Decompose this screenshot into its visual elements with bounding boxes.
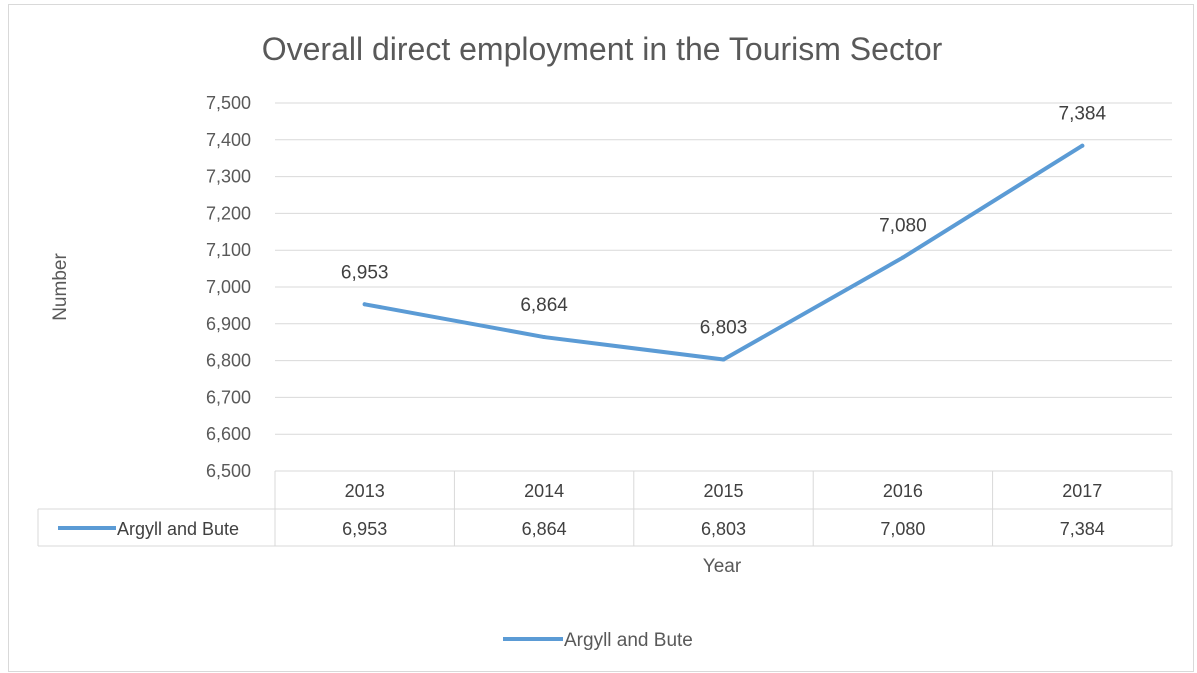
table-category-cell: 2013 xyxy=(345,481,385,501)
y-axis-label: Number xyxy=(50,253,71,321)
y-tick-label: 7,500 xyxy=(206,93,251,113)
table-category-cell: 2017 xyxy=(1062,481,1102,501)
data-label: 6,864 xyxy=(520,295,568,316)
y-tick-label: 7,300 xyxy=(206,167,251,187)
y-tick-label: 6,800 xyxy=(206,351,251,371)
data-point xyxy=(542,335,547,340)
y-tick-label: 7,000 xyxy=(206,277,251,297)
gridlines xyxy=(275,102,1172,435)
table-value-cell: 7,384 xyxy=(1060,519,1105,539)
y-tick-label: 7,400 xyxy=(206,130,251,150)
legend-label: Argyll and Bute xyxy=(564,630,693,651)
y-axis-ticks: 6,500 6,600 6,700 6,800 6,900 7,000 7,100 7,200… xyxy=(206,93,251,481)
data-point xyxy=(721,357,726,362)
data-point xyxy=(362,302,367,307)
data-point xyxy=(900,255,905,260)
table-category-cell: 2016 xyxy=(883,481,923,501)
y-tick-label: 6,500 xyxy=(206,461,251,481)
y-tick-label: 6,600 xyxy=(206,424,251,444)
chart-title: Overall direct employment in the Tourism… xyxy=(262,31,943,67)
data-label: 6,953 xyxy=(341,262,389,283)
data-label: 6,803 xyxy=(700,317,748,338)
table-series-label: Argyll and Bute xyxy=(117,519,239,539)
y-tick-label: 6,700 xyxy=(206,387,251,407)
table-category-cell: 2014 xyxy=(524,481,564,501)
y-tick-label: 6,900 xyxy=(206,314,251,334)
table-value-cell: 6,953 xyxy=(342,519,387,539)
data-point xyxy=(1080,143,1085,148)
table-value-cell: 6,864 xyxy=(522,519,567,539)
table-value-cell: 7,080 xyxy=(880,519,925,539)
series-argyll-and-bute xyxy=(362,143,1085,362)
table-value-cell: 6,803 xyxy=(701,519,746,539)
data-table: 2013 6,953 2014 6,864 2015 6,803 2016 7,080 2017… xyxy=(37,470,1173,547)
data-label: 7,080 xyxy=(879,216,927,237)
data-labels: 6,953 6,864 6,803 7,080 7,384 xyxy=(341,104,1107,339)
table-category-cell: 2015 xyxy=(703,481,743,501)
legend: Argyll and Bute xyxy=(503,630,693,651)
chart-frame xyxy=(8,4,1194,672)
y-tick-label: 7,200 xyxy=(206,203,251,223)
x-axis-label: Year xyxy=(703,556,742,577)
data-label: 7,384 xyxy=(1059,104,1107,125)
y-tick-label: 7,100 xyxy=(206,240,251,260)
